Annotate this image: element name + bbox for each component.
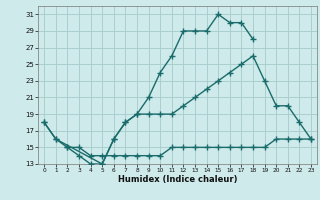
X-axis label: Humidex (Indice chaleur): Humidex (Indice chaleur) — [118, 175, 237, 184]
